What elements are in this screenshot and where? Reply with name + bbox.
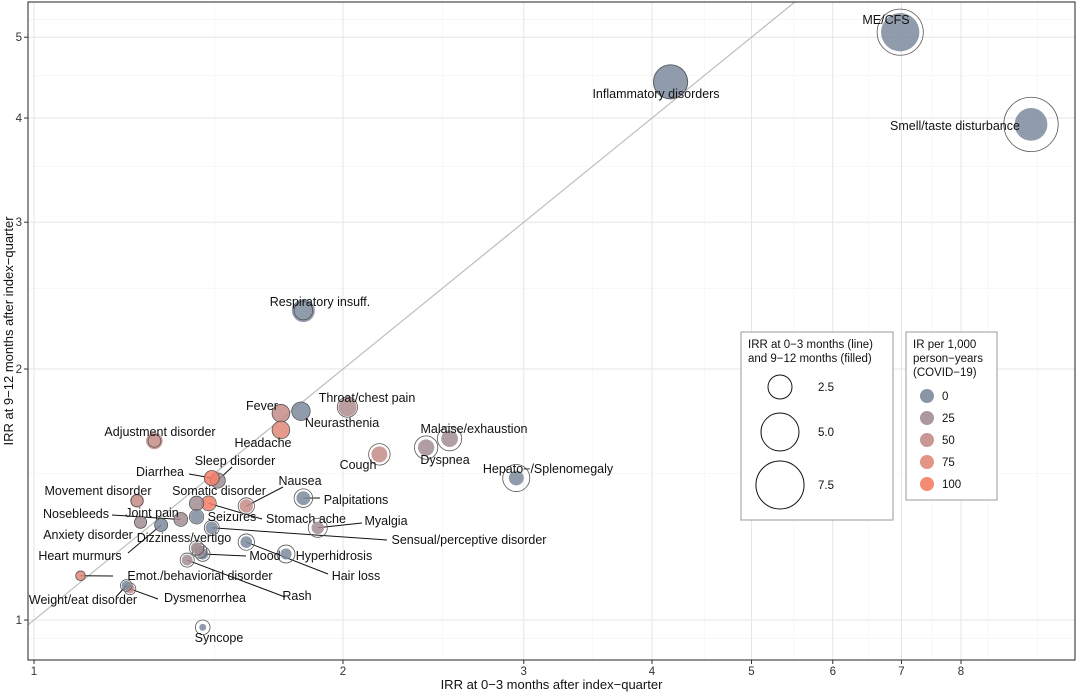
point-label: Hair loss: [332, 569, 381, 583]
size-legend-label: 5.0: [818, 427, 834, 439]
size-legend-title: IRR at 0−3 months (line): [748, 339, 873, 351]
point-label: ME/CFS: [862, 13, 909, 27]
point-label: Myalgia: [364, 514, 407, 528]
x-tick-label: 2: [340, 666, 346, 678]
point-label: Cough: [340, 458, 377, 472]
y-tick-label: 1: [16, 615, 22, 627]
point-label: Neurasthenia: [305, 416, 379, 430]
point-label: Movement disorder: [45, 484, 152, 498]
point-label: Headache: [235, 436, 292, 450]
size-legend-title: and 9−12 months (filled): [748, 353, 872, 365]
color-legend-label: 50: [942, 435, 955, 447]
point-label: Joint pain: [125, 506, 179, 520]
point-label: Dysmenorrhea: [164, 591, 246, 605]
x-tick-label: 1: [31, 666, 37, 678]
color-legend-key: [920, 411, 934, 425]
x-tick-label: 7: [898, 666, 904, 678]
point-label: Weight/eat disorder: [29, 593, 137, 607]
color-legend-title: IR per 1,000: [913, 339, 976, 351]
point-label: Anxiety disorder: [43, 528, 133, 542]
point-label: Emot./behaviorial disorder: [127, 569, 272, 583]
color-legend-key: [920, 389, 934, 403]
size-legend-label: 7.5: [818, 480, 834, 492]
point-filled: [240, 536, 252, 548]
point-label: Rash: [282, 589, 311, 603]
point-label: Dizziness/vertigo: [137, 531, 232, 545]
x-tick-label: 5: [748, 666, 754, 678]
size-legend-label: 2.5: [818, 382, 834, 394]
point-label: Somatic disorder: [172, 484, 266, 498]
point-label: Syncope: [195, 631, 244, 645]
y-tick-label: 4: [16, 113, 23, 125]
point-label: Dyspnea: [420, 453, 469, 467]
x-axis-title: IRR at 0−3 months after index−quarter: [441, 677, 664, 692]
y-tick-label: 5: [16, 32, 22, 44]
point-label: Heart murmurs: [38, 549, 121, 563]
point-label: Throat/chest pain: [319, 391, 416, 405]
point-label: Fever: [246, 399, 278, 413]
color-legend-key: [920, 433, 934, 447]
color-legend-label: 0: [942, 391, 948, 403]
color-legend-key: [920, 477, 934, 491]
point-label: Hepato−/Splenomegaly: [483, 462, 614, 476]
y-tick-label: 3: [16, 217, 22, 229]
point-label: Respiratory insuff.: [270, 295, 371, 309]
point-label: Hyperhidrosis: [296, 549, 372, 563]
color-legend-label: 75: [942, 457, 955, 469]
size-legend: IRR at 0−3 months (line) and 9−12 months …: [741, 332, 893, 520]
color-legend-key: [920, 455, 934, 469]
point-label: Nosebleeds: [43, 507, 109, 521]
point-filled: [199, 624, 206, 631]
color-legend: IR per 1,000 person−years (COVID−19) 0 25 50 7…: [906, 332, 997, 500]
point-filled: [190, 497, 204, 511]
point-label: Seizures: [208, 510, 257, 524]
point-filled: [280, 548, 291, 559]
point-label: Sensual/perceptive disorder: [392, 533, 547, 547]
point-filled: [182, 555, 193, 566]
point-label: Stomach ache: [266, 512, 346, 526]
y-tick-label: 2: [16, 364, 22, 376]
point-filled: [190, 510, 203, 523]
y-axis-title: IRR at 9−12 months after index−quarter: [1, 216, 16, 446]
point-label: Nausea: [278, 474, 321, 488]
x-tick-label: 6: [830, 666, 836, 678]
point-label: Mood: [249, 549, 280, 563]
point-label: Adjustment disorder: [104, 425, 215, 439]
color-legend-label: 100: [942, 479, 961, 491]
point-label: Palpitations: [324, 493, 389, 507]
point-label: Smell/taste disturbance: [890, 119, 1020, 133]
point-label: Diarrhea: [136, 465, 184, 479]
color-legend-title: (COVID−19): [913, 367, 977, 379]
color-legend-label: 25: [942, 413, 955, 425]
point-label: Sleep disorder: [195, 454, 276, 468]
point-label: Inflammatory disorders: [592, 87, 719, 101]
point-label: Malaise/exhaustion: [420, 422, 527, 436]
color-legend-title: person−years: [913, 353, 983, 365]
x-tick-label: 8: [958, 666, 964, 678]
point-filled: [296, 491, 310, 505]
